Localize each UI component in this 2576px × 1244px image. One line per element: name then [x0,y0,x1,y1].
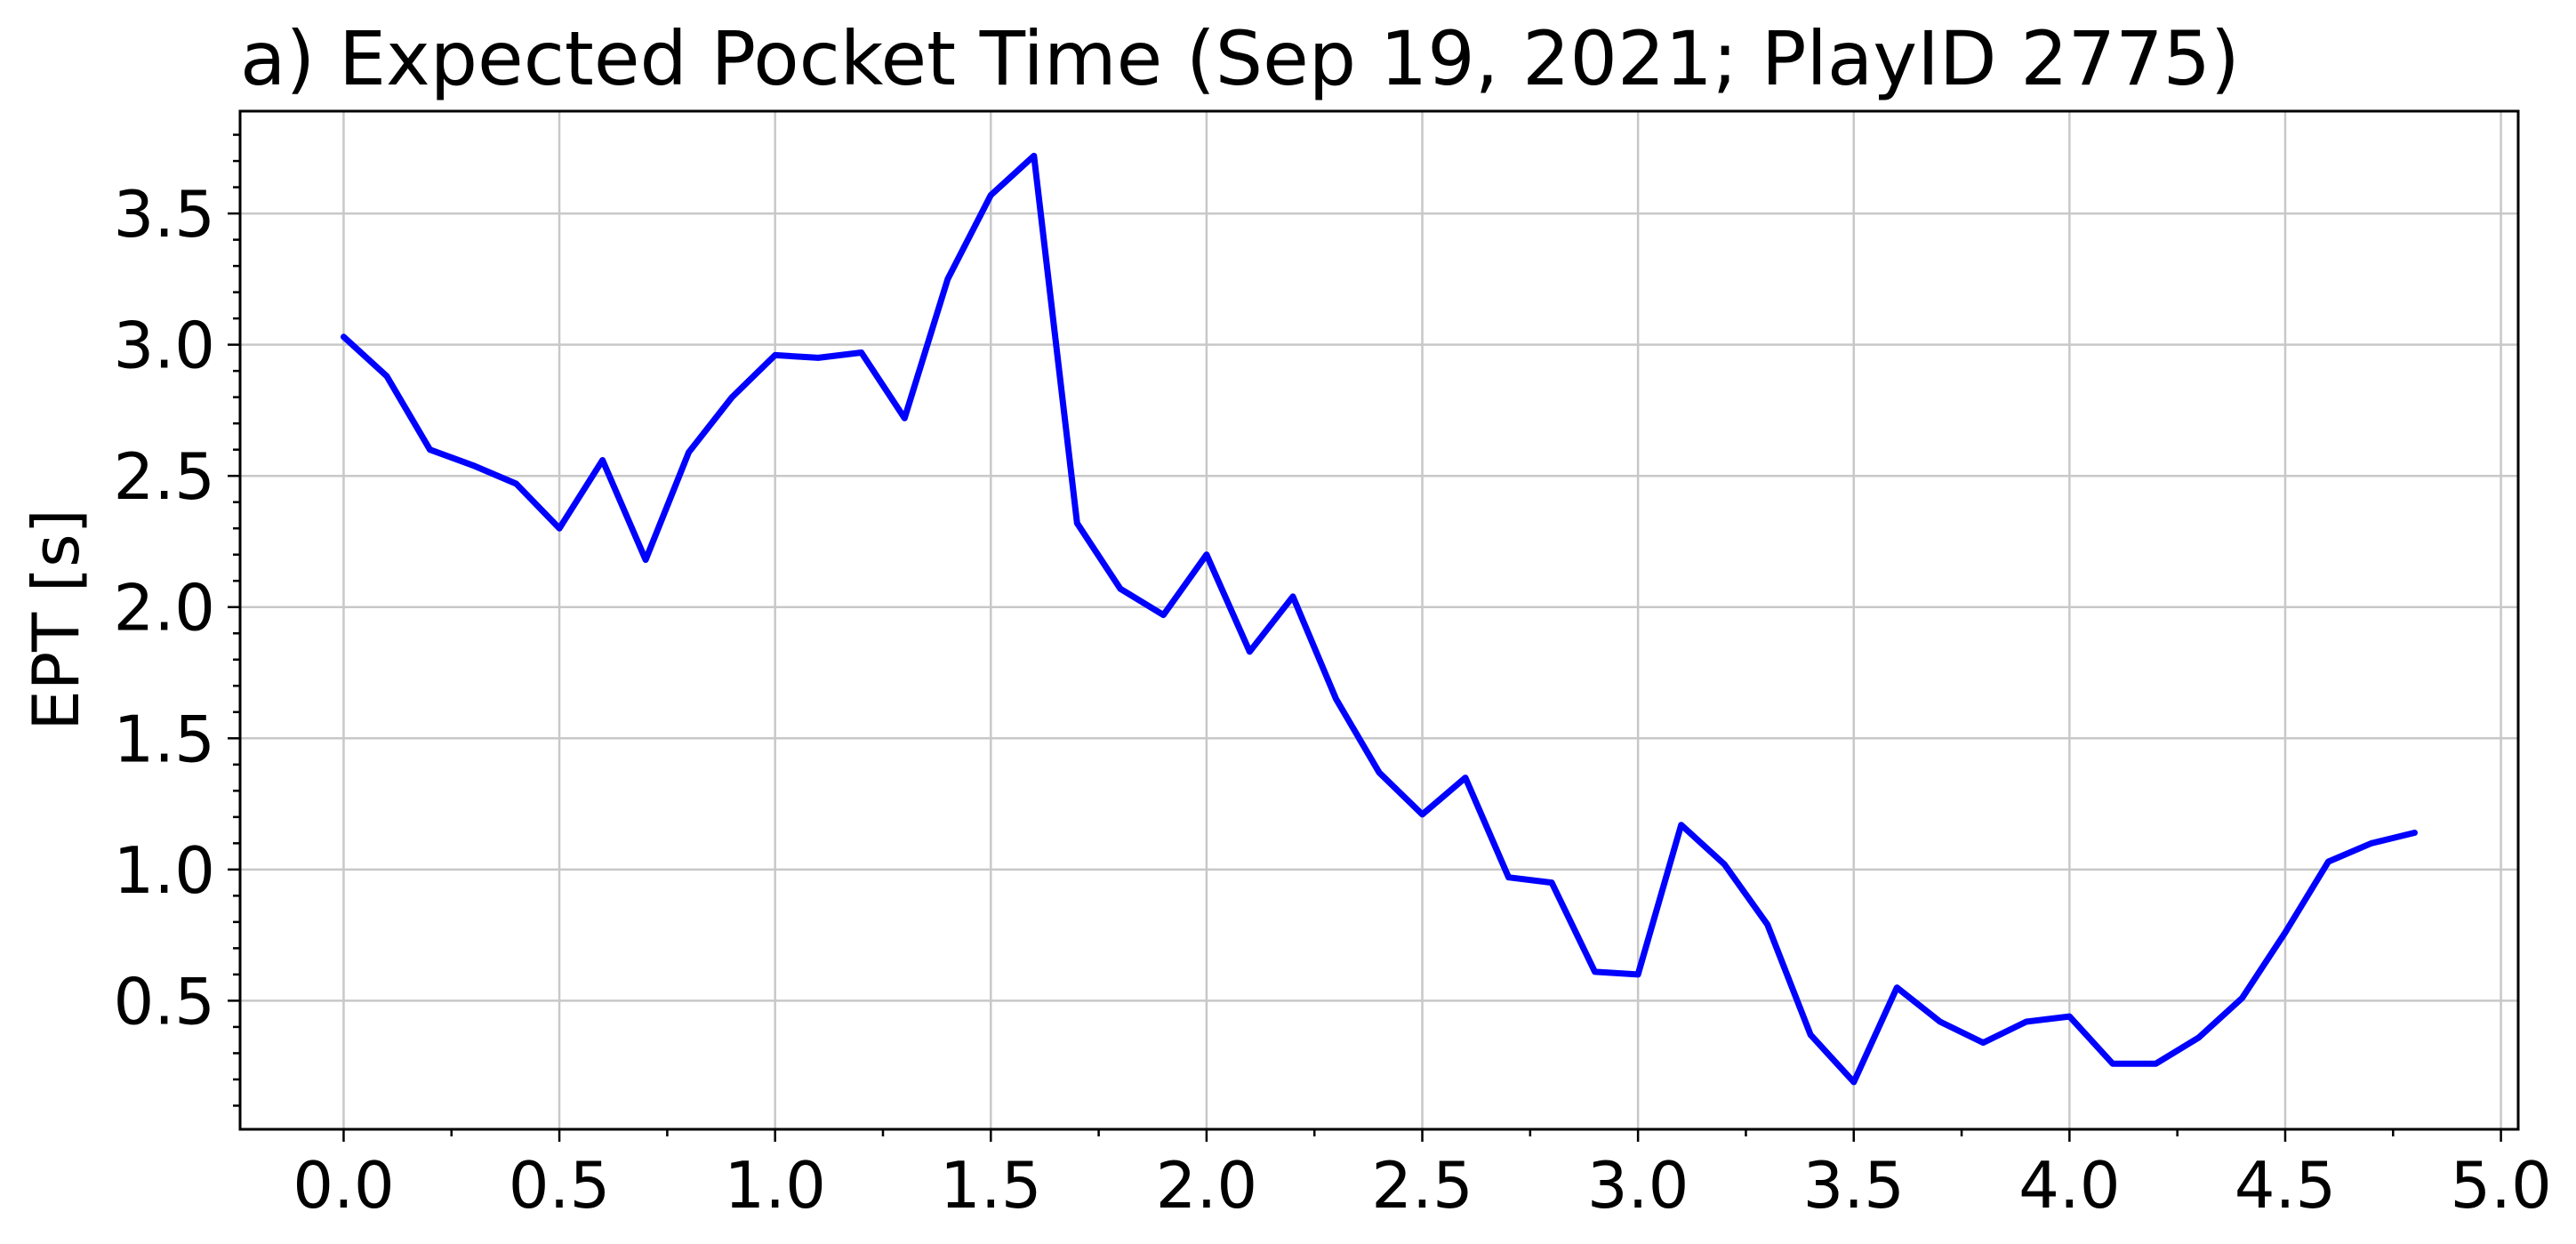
y-tick-label: 1.0 [113,833,215,908]
y-tick-label: 3.0 [113,309,215,383]
y-tick-label: 2.0 [113,571,215,646]
chart-title: a) Expected Pocket Time (Sep 19, 2021; P… [240,15,2240,102]
x-tick-label: 4.5 [2235,1148,2337,1223]
y-axis: 0.5 1.0 1.5 2.0 2.5 3.0 3.5 [113,133,240,1107]
x-tick-label: 4.0 [2018,1148,2121,1223]
y-tick-label: 0.5 [113,964,215,1039]
x-tick-label: 0.0 [293,1148,395,1223]
x-tick-label: 3.0 [1587,1148,1689,1223]
grid-lines [240,111,2518,1129]
x-axis: 0.0 0.5 1.0 1.5 2.0 2.5 3.0 3.5 4.0 4.5 5.0 [293,1129,2552,1223]
x-tick-label: 2.0 [1156,1148,1258,1223]
x-tick-label: 3.5 [1802,1148,1905,1223]
x-tick-label: 5.0 [2450,1148,2552,1223]
x-tick-label: 1.5 [940,1148,1042,1223]
x-tick-label: 0.5 [509,1148,611,1223]
x-tick-label: 1.0 [724,1148,826,1223]
y-tick-label: 3.5 [113,177,215,252]
series-line [341,152,2418,1086]
y-axis-label: EPT [s] [19,509,93,730]
x-tick-label: 2.5 [1371,1148,1473,1223]
y-tick-label: 2.5 [113,439,215,514]
y-tick-label: 1.5 [113,702,215,776]
plot-frame [238,109,2520,1131]
